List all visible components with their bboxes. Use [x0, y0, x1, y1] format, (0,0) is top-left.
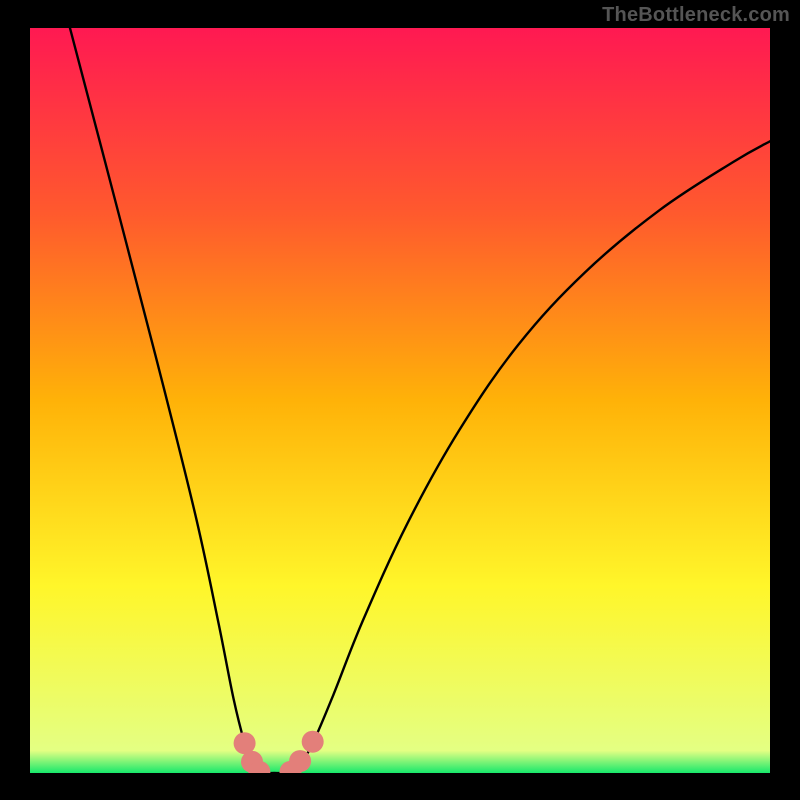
marker-group — [234, 731, 324, 773]
watermark-text: TheBottleneck.com — [602, 4, 790, 27]
plot-svg — [30, 28, 770, 773]
curve-marker — [289, 750, 311, 772]
chart-frame: TheBottleneck.com — [0, 0, 800, 800]
plot-area — [30, 28, 770, 773]
bottleneck-curve — [70, 28, 770, 773]
curve-marker — [302, 731, 324, 753]
